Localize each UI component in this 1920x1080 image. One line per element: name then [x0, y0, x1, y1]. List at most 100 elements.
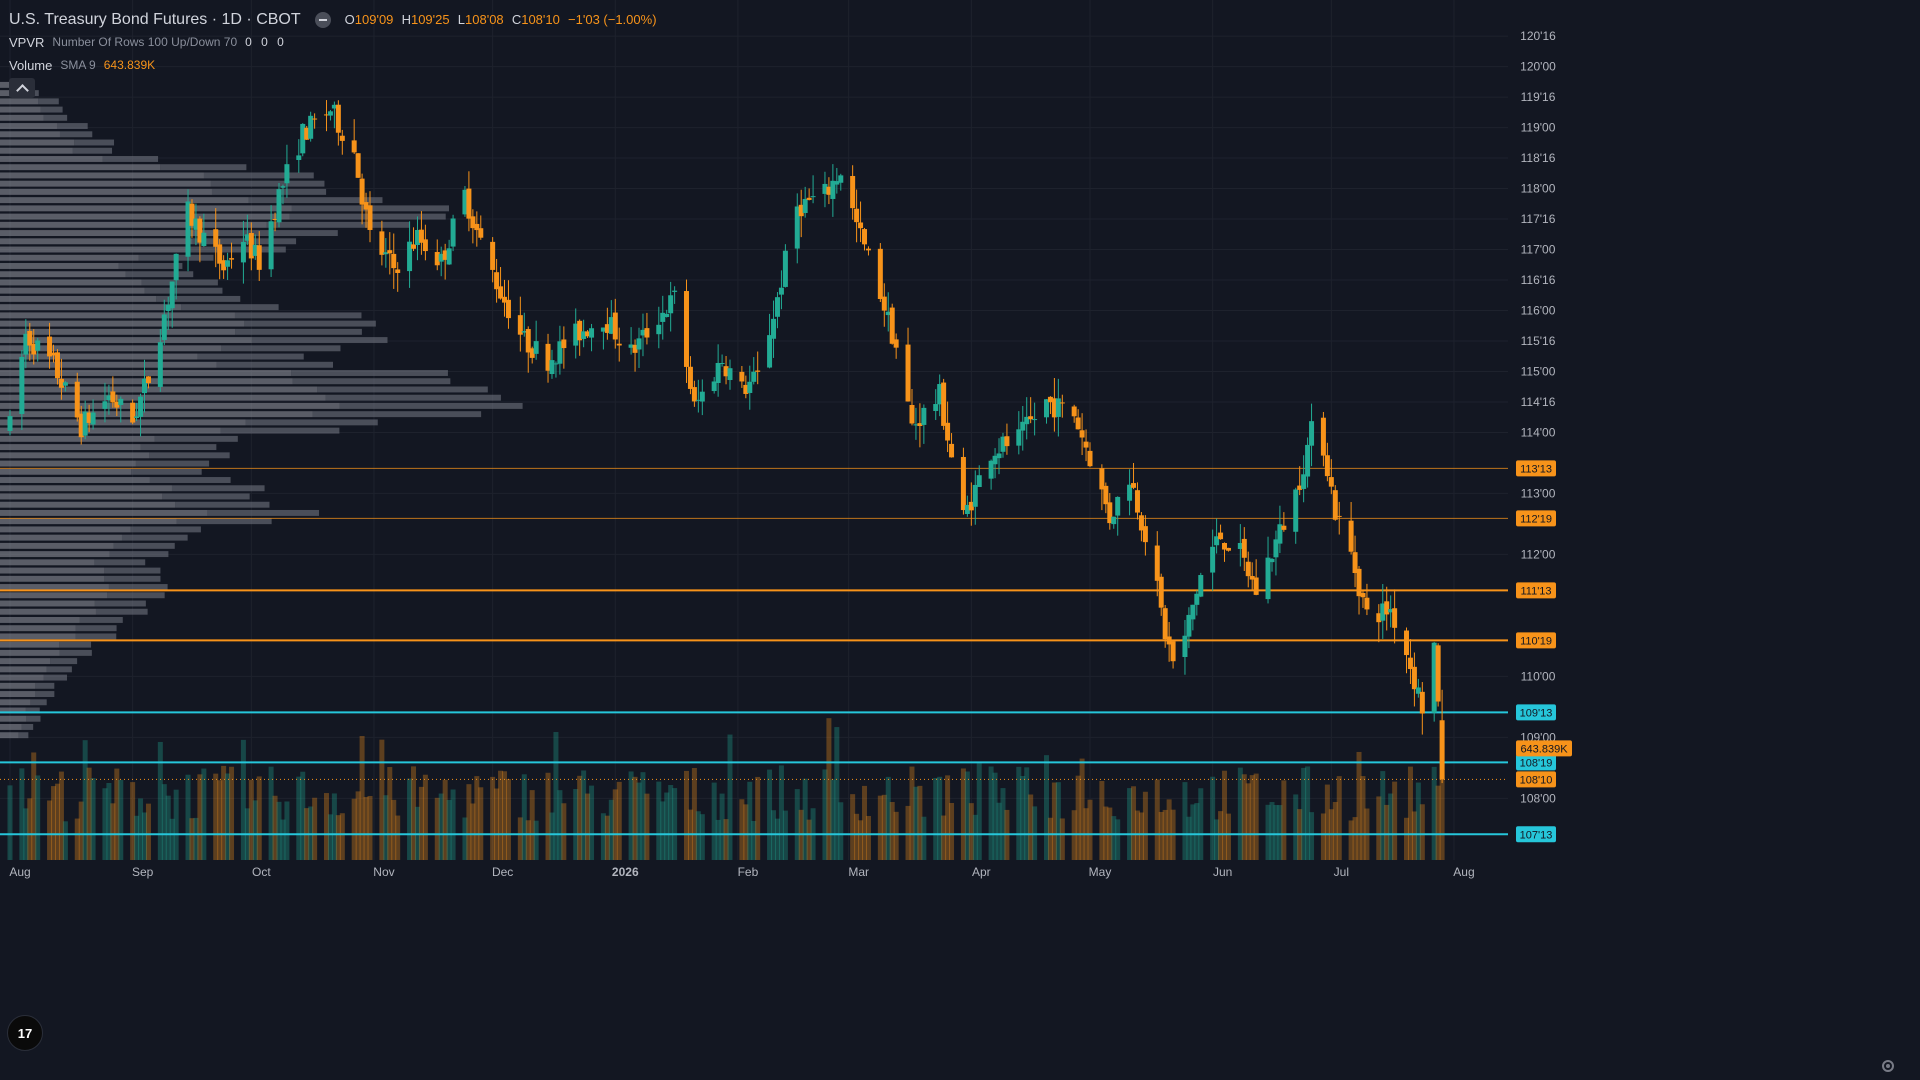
candle-body-150[interactable] [838, 175, 844, 183]
candle-body-136[interactable] [767, 335, 773, 368]
candle-body-189[interactable] [1055, 398, 1061, 417]
candle-body-53[interactable] [304, 127, 310, 140]
candle-body-10[interactable] [62, 382, 68, 386]
candle-body-169[interactable] [945, 422, 951, 441]
candle-body-87[interactable] [494, 272, 500, 290]
candle-body-9[interactable] [58, 378, 64, 388]
candle-body-153[interactable] [858, 222, 864, 229]
volume-name[interactable]: Volume [9, 58, 53, 73]
candle-body-76[interactable] [434, 252, 440, 266]
candle-body-234[interactable] [1305, 444, 1311, 477]
candle-body-11[interactable] [74, 381, 80, 418]
candle-body-105[interactable] [589, 328, 595, 338]
candle-body-218[interactable] [1218, 532, 1224, 540]
candle-body-230[interactable] [1281, 525, 1287, 530]
candle-body-154[interactable] [862, 229, 868, 245]
candle-body-146[interactable] [822, 183, 828, 194]
candle-body-190[interactable] [1059, 402, 1065, 404]
candle-body-183[interactable] [1024, 416, 1030, 425]
candle-body-252[interactable] [1407, 657, 1413, 670]
candle-body-210[interactable] [1170, 641, 1176, 662]
candle-body-56[interactable] [323, 114, 329, 116]
candle-body-73[interactable] [414, 230, 420, 245]
candle-body-31[interactable] [185, 201, 191, 257]
candle-body-44[interactable] [252, 244, 258, 256]
candle-body-242[interactable] [1352, 552, 1358, 573]
candle-body-152[interactable] [854, 208, 860, 223]
candle-body-100[interactable] [561, 339, 567, 349]
candle-body-178[interactable] [996, 453, 1002, 459]
candle-body-8[interactable] [54, 352, 60, 379]
candle-body-229[interactable] [1277, 524, 1283, 544]
candle-body-68[interactable] [387, 250, 393, 254]
candle-body-92[interactable] [521, 331, 527, 333]
candle-body-139[interactable] [778, 287, 784, 295]
candle-body-145[interactable] [810, 196, 816, 198]
candle-body-253[interactable] [1411, 666, 1417, 690]
candle-body-15[interactable] [90, 412, 96, 425]
candle-body-148[interactable] [830, 180, 836, 199]
candle-body-180[interactable] [1004, 436, 1010, 447]
candle-body-65[interactable] [367, 205, 373, 230]
candle-body-7[interactable] [51, 352, 57, 356]
candle-body-14[interactable] [86, 412, 92, 423]
candle-body-120[interactable] [672, 290, 678, 292]
candle-body-167[interactable] [937, 384, 943, 405]
candle-body-116[interactable] [656, 324, 662, 335]
candle-body-181[interactable] [1016, 429, 1022, 446]
tradingview-logo-icon[interactable]: 17 [7, 1015, 43, 1051]
candle-body-201[interactable] [1127, 484, 1133, 501]
candle-body-142[interactable] [798, 204, 804, 217]
candle-body-62[interactable] [355, 153, 361, 178]
candle-body-63[interactable] [359, 178, 365, 205]
candle-body-258[interactable] [1439, 720, 1445, 780]
candle-body-211[interactable] [1182, 635, 1188, 658]
candle-body-254[interactable] [1415, 687, 1421, 694]
candle-body-104[interactable] [585, 331, 591, 337]
candle-body-35[interactable] [201, 232, 207, 247]
candle-body-72[interactable] [411, 244, 417, 249]
candle-body-19[interactable] [114, 401, 120, 408]
candle-body-132[interactable] [743, 384, 749, 394]
candle-body-30[interactable] [173, 253, 179, 281]
candle-body-196[interactable] [1099, 468, 1105, 490]
candle-body-250[interactable] [1392, 608, 1398, 628]
candle-body-249[interactable] [1388, 609, 1394, 613]
candle-body-12[interactable] [78, 413, 84, 438]
candle-body-22[interactable] [134, 416, 140, 418]
candle-body-51[interactable] [296, 155, 302, 160]
candle-body-67[interactable] [383, 252, 389, 255]
candle-body-143[interactable] [802, 198, 808, 214]
gear-icon[interactable] [1882, 1060, 1894, 1072]
candle-body-223[interactable] [1245, 561, 1251, 577]
candle-body-13[interactable] [82, 411, 88, 436]
candle-body-52[interactable] [300, 123, 306, 154]
candle-body-81[interactable] [462, 189, 468, 215]
symbol-legend-row[interactable]: U.S. Treasury Bond Futures · 1D · CBOT O… [9, 8, 661, 31]
candle-body-225[interactable] [1253, 577, 1259, 595]
candle-body-131[interactable] [739, 371, 745, 382]
candle-body-88[interactable] [498, 286, 504, 299]
candle-body-204[interactable] [1138, 515, 1144, 531]
candle-body-198[interactable] [1107, 502, 1113, 524]
candle-body-23[interactable] [138, 396, 144, 417]
candle-body-171[interactable] [960, 456, 966, 511]
candle-body-165[interactable] [921, 407, 927, 425]
candle-body-182[interactable] [1020, 421, 1026, 431]
candle-body-228[interactable] [1273, 539, 1279, 558]
symbol-title[interactable]: U.S. Treasury Bond Futures · 1D · CBOT [9, 11, 301, 28]
candle-body-32[interactable] [189, 203, 195, 226]
candle-body-208[interactable] [1162, 608, 1168, 640]
candle-body-122[interactable] [687, 366, 693, 389]
candle-body-220[interactable] [1225, 547, 1231, 551]
candle-body-137[interactable] [771, 318, 777, 339]
candle-body-135[interactable] [755, 370, 761, 372]
candle-body-126[interactable] [711, 381, 717, 392]
candle-body-57[interactable] [327, 111, 333, 116]
candle-body-41[interactable] [240, 241, 246, 263]
candle-body-96[interactable] [545, 343, 551, 371]
candle-body-192[interactable] [1075, 417, 1081, 430]
candle-body-257[interactable] [1435, 645, 1441, 702]
candle-body-97[interactable] [549, 360, 555, 375]
candle-body-212[interactable] [1186, 614, 1192, 637]
